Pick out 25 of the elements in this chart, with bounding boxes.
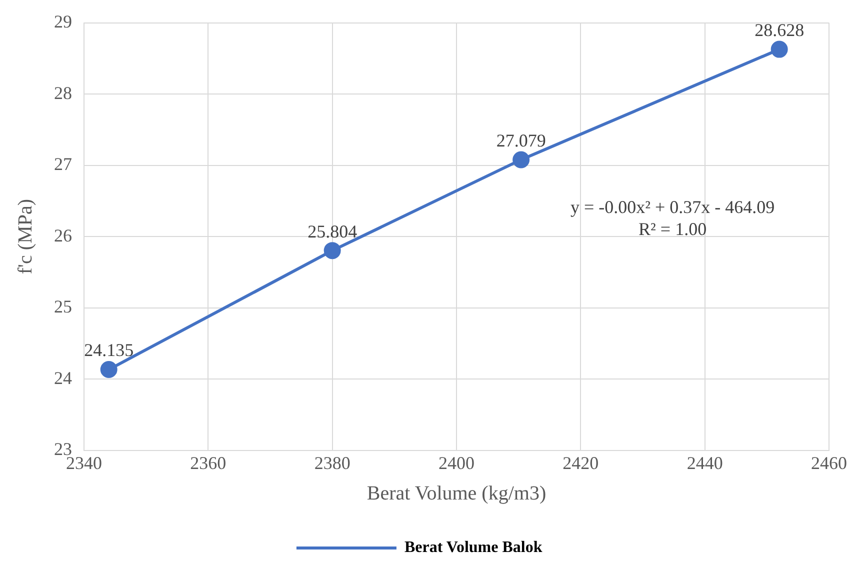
data-label: 28.628: [754, 20, 804, 40]
annotation: R² = 1.00: [638, 219, 707, 240]
x-tick-label: 2360: [190, 452, 226, 473]
x-tick-label: 2380: [314, 452, 350, 473]
y-tick-label: 28: [54, 82, 72, 103]
y-tick-label: 25: [54, 296, 72, 317]
data-label: 27.079: [496, 130, 546, 150]
x-tick-label: 2460: [811, 452, 847, 473]
y-tick-label: 24: [54, 368, 72, 388]
y-tick-label: 29: [54, 12, 72, 32]
x-axis-title: Berat Volume (kg/m3): [366, 482, 546, 504]
y-tick-label: 27: [54, 154, 72, 174]
text: Berat Volume Balok: [404, 539, 542, 556]
point: [512, 151, 530, 168]
annotation: y = -0.00x² + 0.37x - 464.09: [570, 197, 775, 218]
y-tick-label: 26: [54, 225, 72, 246]
point: [324, 242, 341, 260]
x-tick-label: 2400: [438, 452, 474, 473]
point: [100, 361, 118, 378]
point: [770, 40, 788, 58]
data-label: 25.804: [308, 221, 358, 242]
data-label: 24.135: [84, 340, 134, 360]
y-axis-title: f'c (MPa): [14, 198, 36, 274]
x-tick-label: 2420: [562, 452, 599, 473]
x-tick-label: 2440: [686, 452, 723, 473]
